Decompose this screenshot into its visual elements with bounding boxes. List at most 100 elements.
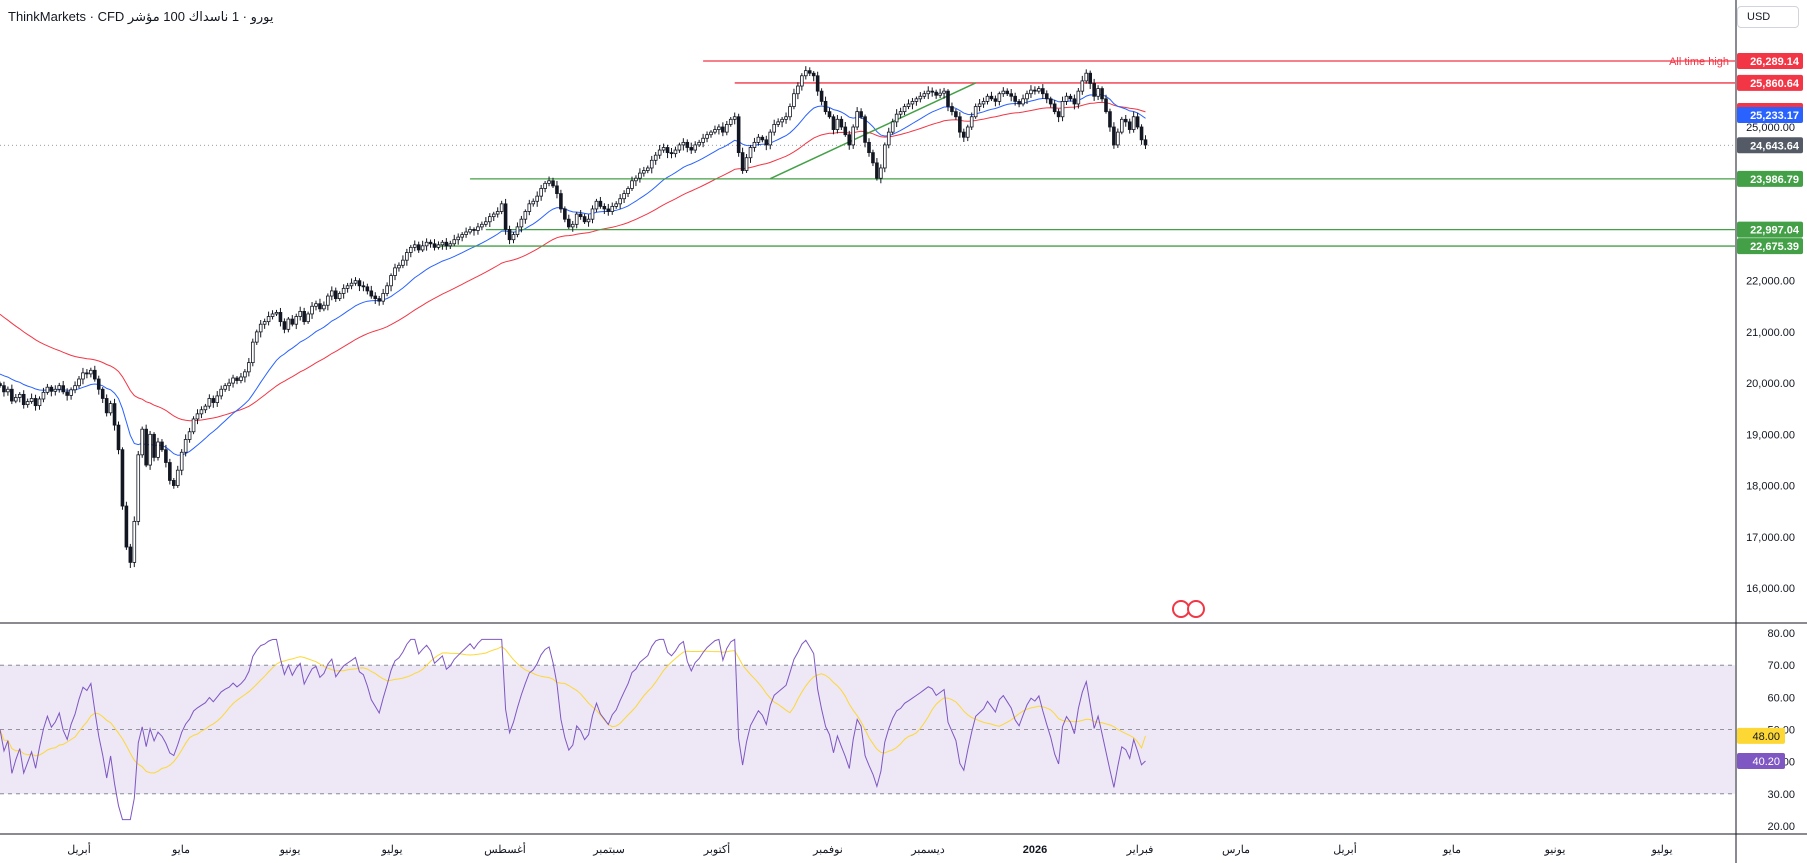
candle-body-up xyxy=(586,218,591,223)
candle-body-down xyxy=(1041,88,1045,95)
candle-body-up xyxy=(717,126,721,130)
candle xyxy=(539,184,543,201)
candle xyxy=(1033,86,1037,95)
candle xyxy=(282,318,287,334)
candle-body-down xyxy=(811,72,816,77)
candle-body-up xyxy=(89,369,93,375)
time-axis-label: 2026 xyxy=(1023,844,1047,856)
candle xyxy=(21,390,26,409)
candle xyxy=(10,384,14,405)
time-axis-label: مايو xyxy=(1442,844,1461,856)
candle xyxy=(247,357,251,377)
candle xyxy=(436,241,441,250)
candle-body-up xyxy=(547,180,551,184)
candle xyxy=(811,71,816,82)
candle xyxy=(41,387,46,403)
candle xyxy=(618,194,622,210)
candle-body-up xyxy=(227,382,231,387)
candle-body-down xyxy=(555,185,559,194)
candle-body-down xyxy=(1088,72,1093,84)
currency-selector[interactable]: USD xyxy=(1737,6,1799,28)
candle-body-up xyxy=(389,275,393,287)
candle xyxy=(211,395,216,408)
candle xyxy=(61,380,65,395)
candle-body-up xyxy=(191,418,196,433)
candle-body-up xyxy=(480,223,484,228)
candle-body-up xyxy=(337,293,342,299)
candle xyxy=(776,118,780,128)
candle-body-down xyxy=(377,298,381,302)
candle-body-down xyxy=(1100,88,1104,100)
candle xyxy=(112,398,117,431)
candle-body-down xyxy=(365,286,370,292)
candle xyxy=(286,316,291,333)
candle xyxy=(136,450,141,526)
price-label-badge xyxy=(1737,170,1803,187)
candle xyxy=(602,203,607,215)
candle-body-down xyxy=(1112,126,1116,146)
candle xyxy=(290,315,295,327)
candle xyxy=(345,282,350,293)
candle xyxy=(0,381,2,388)
candle-body-up xyxy=(57,385,62,390)
candle xyxy=(713,125,717,135)
candle xyxy=(993,95,998,107)
candle-body-down xyxy=(1033,89,1037,92)
candle xyxy=(831,114,836,135)
candle xyxy=(665,144,670,159)
price-tick-label: 19,000.00 xyxy=(1746,429,1795,441)
candle-body-up xyxy=(140,428,145,456)
candle-body-down xyxy=(1052,103,1057,113)
candle xyxy=(250,338,255,367)
candle xyxy=(697,139,701,148)
candle-body-down xyxy=(1044,93,1049,100)
candle xyxy=(89,367,93,378)
candle xyxy=(195,409,200,425)
candle-body-up xyxy=(1064,95,1069,102)
candle xyxy=(2,381,6,397)
candle-body-down xyxy=(124,505,129,548)
candle-body-up xyxy=(341,287,346,294)
candle-body-up xyxy=(590,208,595,220)
candle xyxy=(669,148,674,159)
candle-body-down xyxy=(290,318,295,325)
candle-body-down xyxy=(361,285,366,288)
candle-body-up xyxy=(796,85,800,95)
rsi-value-badge xyxy=(1737,753,1785,770)
candle xyxy=(487,213,492,227)
candle-body-up xyxy=(618,198,622,205)
candle xyxy=(302,307,306,325)
candle xyxy=(827,108,832,119)
candle xyxy=(1131,111,1136,133)
candle xyxy=(1060,96,1065,122)
candle-body-up xyxy=(902,106,907,113)
candle-body-down xyxy=(373,295,378,299)
candle-body-up xyxy=(756,136,761,143)
candle xyxy=(239,373,243,384)
rsi-value-text: 48.00 xyxy=(1752,731,1780,743)
candle xyxy=(981,97,986,108)
candle xyxy=(203,403,208,414)
candle xyxy=(835,115,840,134)
candle-body-down xyxy=(689,147,694,151)
candle xyxy=(306,311,310,324)
candle xyxy=(274,309,279,317)
candle-body-down xyxy=(934,91,938,96)
candle-body-up xyxy=(527,203,532,212)
candle-body-up xyxy=(464,231,468,235)
candle xyxy=(638,168,642,183)
candle xyxy=(578,210,583,220)
candle xyxy=(807,67,812,77)
candle-body-down xyxy=(930,90,934,93)
candle xyxy=(93,365,97,382)
candle xyxy=(969,112,974,130)
candle xyxy=(689,142,694,154)
candle-body-up xyxy=(792,93,796,107)
candle-body-up xyxy=(108,403,113,414)
candle-body-up xyxy=(697,141,701,146)
candle xyxy=(120,447,125,510)
candle xyxy=(1088,70,1093,89)
candle xyxy=(381,288,385,305)
candle-body-down xyxy=(962,131,966,138)
candle xyxy=(49,385,54,397)
